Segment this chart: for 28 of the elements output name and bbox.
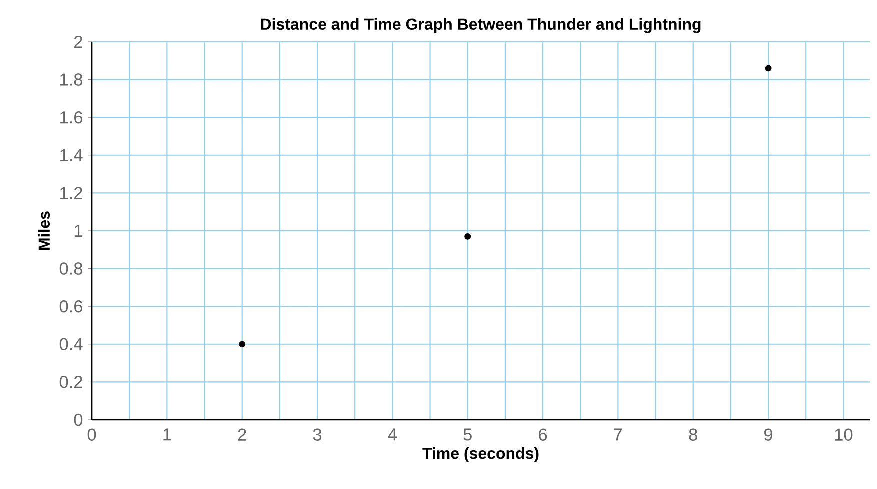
point bbox=[765, 65, 772, 72]
y-tick-label: 2 bbox=[74, 36, 82, 48]
x-tick-label: 7 bbox=[614, 428, 622, 441]
y-tick-label: 0 bbox=[74, 414, 83, 426]
y-tick-label: 0.4 bbox=[60, 338, 83, 351]
y-tick-label: 1.6 bbox=[60, 111, 83, 124]
y-tick-label: 0.8 bbox=[60, 262, 83, 275]
x-tick-label: 10 bbox=[835, 428, 853, 441]
point bbox=[239, 341, 246, 348]
x-tick-label: 5 bbox=[464, 428, 472, 441]
y-tick-label: 0.6 bbox=[60, 300, 83, 313]
y-tick-label: 1.2 bbox=[60, 187, 82, 200]
y-tick-label: 0.2 bbox=[60, 376, 82, 388]
point bbox=[464, 233, 472, 240]
x-tick-label: 0 bbox=[88, 428, 96, 441]
y-tick-label: 1 bbox=[74, 225, 82, 237]
y-tick-label: 1.8 bbox=[60, 74, 83, 86]
x-tick-label: 6 bbox=[539, 428, 548, 441]
y-tick-label: 1.4 bbox=[60, 149, 83, 162]
x-tick-label: 8 bbox=[689, 428, 698, 441]
x-tick-label: 9 bbox=[764, 428, 773, 441]
x-tick-label: 1 bbox=[164, 428, 172, 441]
x-axis-title: Time (seconds) bbox=[422, 447, 539, 462]
y-axis-title: Miles bbox=[38, 212, 50, 250]
x-tick-label: 4 bbox=[388, 428, 397, 441]
x-tick-label: 2 bbox=[238, 428, 246, 441]
x-tick-label: 3 bbox=[313, 428, 322, 441]
chart-title: Distance and Time Graph Between Thunder and Lightning bbox=[261, 18, 701, 34]
